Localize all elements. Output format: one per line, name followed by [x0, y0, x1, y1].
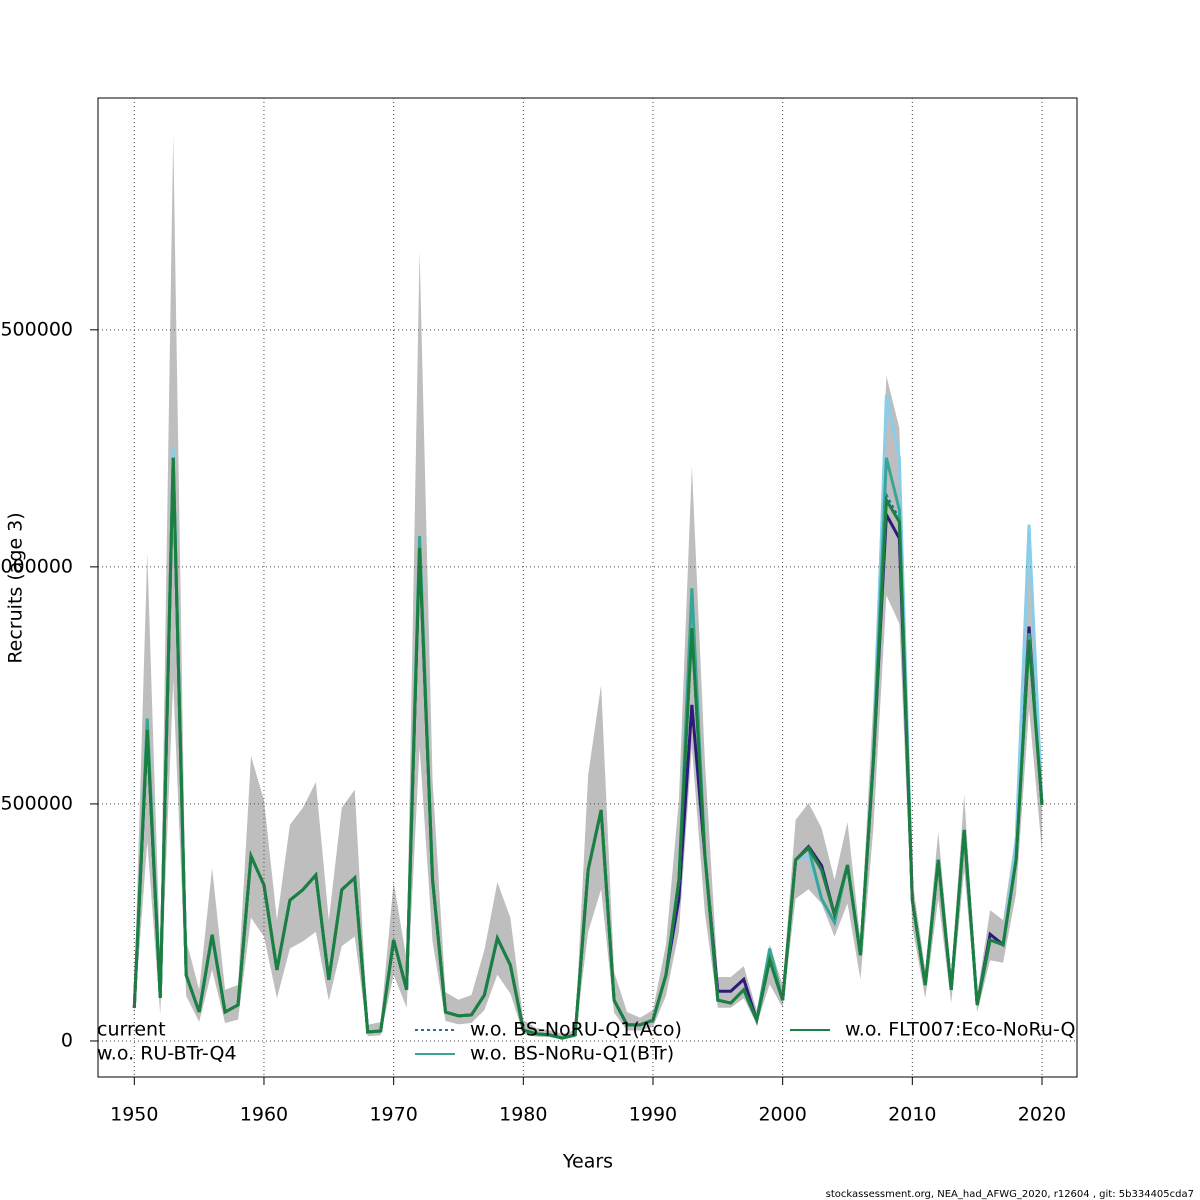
x-tick-label: 2020 — [1018, 1104, 1066, 1126]
x-tick-label: 2000 — [758, 1104, 806, 1126]
legend-label: w.o. RU-BTr-Q4 — [97, 1043, 237, 1065]
y-axis-label: Recruits (age 3) — [5, 512, 27, 663]
x-axis-label: Years — [562, 1151, 613, 1173]
series-line — [132, 457, 1044, 1040]
x-tick-label: 1990 — [629, 1104, 677, 1126]
legend-label: w.o. BS-NoRu-Q1(BTr) — [470, 1043, 674, 1065]
x-tick-label: 1970 — [369, 1104, 417, 1126]
plot-area — [132, 134, 1044, 1040]
x-tick-label: 1960 — [240, 1104, 288, 1126]
y-tick-label: 500000 — [0, 792, 73, 814]
y-tick-label: 0 — [61, 1029, 73, 1051]
legend-label: w.o. FLT007:Eco-NoRu-Q — [845, 1019, 1075, 1041]
confidence-band — [134, 134, 1042, 1040]
legend-label: current — [97, 1019, 166, 1041]
x-tick-label: 2010 — [888, 1104, 936, 1126]
legend-label: w.o. BS-NoRU-Q1(Aco) — [470, 1019, 682, 1041]
y-tick-label: 1000000 — [0, 555, 73, 577]
footnote: stockassessment.org, NEA_had_AFWG_2020, … — [826, 1189, 1194, 1200]
x-tick-label: 1980 — [499, 1104, 547, 1126]
plot-frame — [97, 97, 1078, 1078]
x-tick-label: 1950 — [110, 1104, 158, 1126]
y-tick-label: 1500000 — [0, 318, 73, 340]
